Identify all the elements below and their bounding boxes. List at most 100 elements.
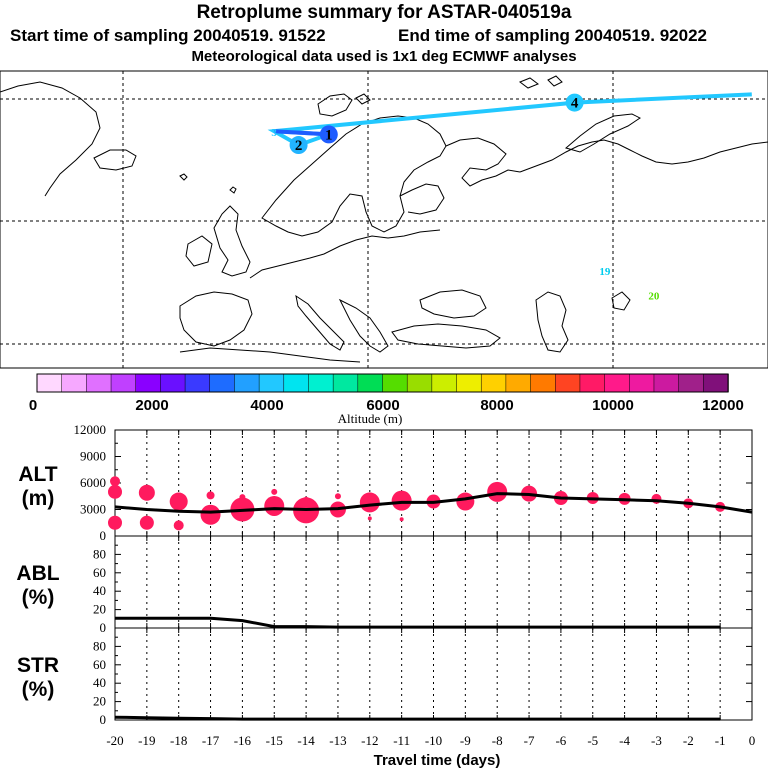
trajectory-label-4: 4 [571,96,579,112]
colorbar-cell [480,373,507,393]
sampling-times: Start time of sampling 20040519. 91522 E… [0,26,768,48]
trajectory-label-19: 19 [599,266,611,278]
colorbar-cell [234,373,260,393]
map-panel: 1 2 3 19 20 4 [0,70,768,369]
coast-greenland [0,81,101,197]
colorbar-cell [283,373,310,393]
altitude-bubble [110,476,120,487]
colorbar-cell [382,373,408,393]
colorbar-cell [184,373,211,393]
altitude-bubble [271,488,278,495]
y-tick-label-alt: 9000 [80,449,106,464]
colorbar-cell [456,373,482,393]
panel-alt: 12000 9000 6000 3000 0 ALT(m) [18,422,753,543]
trajectory-marker-4 [565,93,584,112]
altitude-bubble [139,515,154,530]
colorbar-cell [209,373,236,393]
y-tick-label-str: 0 [100,712,107,727]
altitude-bubble [264,495,285,516]
colorbar-cell [530,373,557,393]
x-tick-label: -16 [234,733,252,748]
x-axis: Travel time (days) -20 -19 -18 -17 -16 -15 -14… [106,733,755,768]
trajectory-label-2: 2 [295,138,303,154]
colorbar-cells [36,373,729,393]
colorbar-cell [703,373,729,393]
x-tick-label: -12 [361,733,378,748]
colorbar-cell [604,373,631,393]
coast-scandinavia [261,115,447,237]
colorbar-cell [86,373,112,393]
y-tick-label-alt: 6000 [80,475,106,490]
map-gridlines [0,71,768,368]
trajectory-marker-2 [289,136,308,155]
y-tick-label-abl: 80 [93,546,106,561]
trajectory-label-3: 3 [271,127,277,139]
altitude-colorbar: 0 2000 4000 6000 8000 10000 12000 Altitude (m) [29,373,744,426]
colorbar-tick-label: 10000 [592,397,634,414]
x-tick-label: -4 [619,733,630,748]
y-tick-label-abl: 40 [93,583,106,598]
x-axis-title: Travel time (days) [374,752,501,768]
x-tick-label: -10 [425,733,442,748]
colorbar-cell [258,373,285,393]
series-line-str [114,715,721,721]
x-tick-label: -14 [297,733,315,748]
panel-label-abl: ABL [16,562,59,585]
colorbar-cell [505,373,532,393]
coast-africa-north [179,347,361,363]
panel-unit-alt: (m) [22,487,55,510]
x-tick-label: -9 [460,733,471,748]
x-tick-label: -19 [138,733,155,748]
colorbar-cell [555,373,581,393]
altitude-bubble [108,484,122,499]
panel-abl: 80 60 40 20 0 ABL(%) [16,535,753,635]
y-tick-label-abl: 0 [100,620,107,635]
altitude-bubble [138,484,155,501]
coast-caspian [535,291,569,353]
end-time-text: End time of sampling 20040519. 92022 [398,26,707,45]
colorbar-tick-labels: 0 2000 4000 6000 8000 10000 12000 [29,397,744,414]
colorbar-cell [678,373,705,393]
coast-novaya-zemlya [564,113,641,153]
colorbar-cell [36,373,63,393]
coast-kola-whitesea [445,137,521,187]
y-tick-label-alt: 3000 [80,502,106,517]
y-tick-label-alt: 12000 [74,422,107,437]
colorbar-cell [332,373,359,393]
colorbar-cell [308,373,334,393]
time-series-panels: 120009000600030000ALT(m)806040200ABL(%)8… [16,422,753,727]
x-tick-label: -1 [715,733,726,748]
x-tick-label: -20 [106,733,123,748]
panel-str: 80 60 40 20 0 STR(%) [17,627,753,727]
x-tick-label: -17 [202,733,220,748]
colorbar-cell [431,373,458,393]
altitude-bubble [487,481,508,502]
altitude-bubble [169,492,188,511]
x-tick-label: -6 [555,733,566,748]
colorbar-tick-label: 6000 [366,397,399,414]
colorbar-cell [61,373,88,393]
y-tick-label-alt: 0 [100,528,107,543]
coast-arctic-russia [519,139,768,173]
coast-svalbard [317,93,371,117]
x-tick-label: -3 [651,733,662,748]
trajectory-label-1: 1 [325,127,333,143]
panel-label-str: STR [17,654,59,677]
trajectory-label-20: 20 [648,291,660,303]
colorbar-frame [36,373,729,393]
altitude-bubble [303,496,310,503]
x-tick-label: -15 [266,733,283,748]
colorbar-cell [160,373,186,393]
x-tick-label: -7 [524,733,535,748]
coast-iberia [179,291,253,347]
y-tick-label-str: 40 [93,675,106,690]
meteorology-note: Meteorological data used is 1x1 deg ECMW… [191,48,577,65]
coast-finland-baltic [399,183,445,215]
altitude-bubble [108,515,122,530]
x-tick-label: -13 [329,733,346,748]
colorbar-tick-label: 4000 [250,397,283,414]
coast-aral [611,291,631,311]
x-tick-label: -8 [492,733,503,748]
y-tick-label-abl: 60 [93,565,106,580]
coast-italy [295,294,345,351]
